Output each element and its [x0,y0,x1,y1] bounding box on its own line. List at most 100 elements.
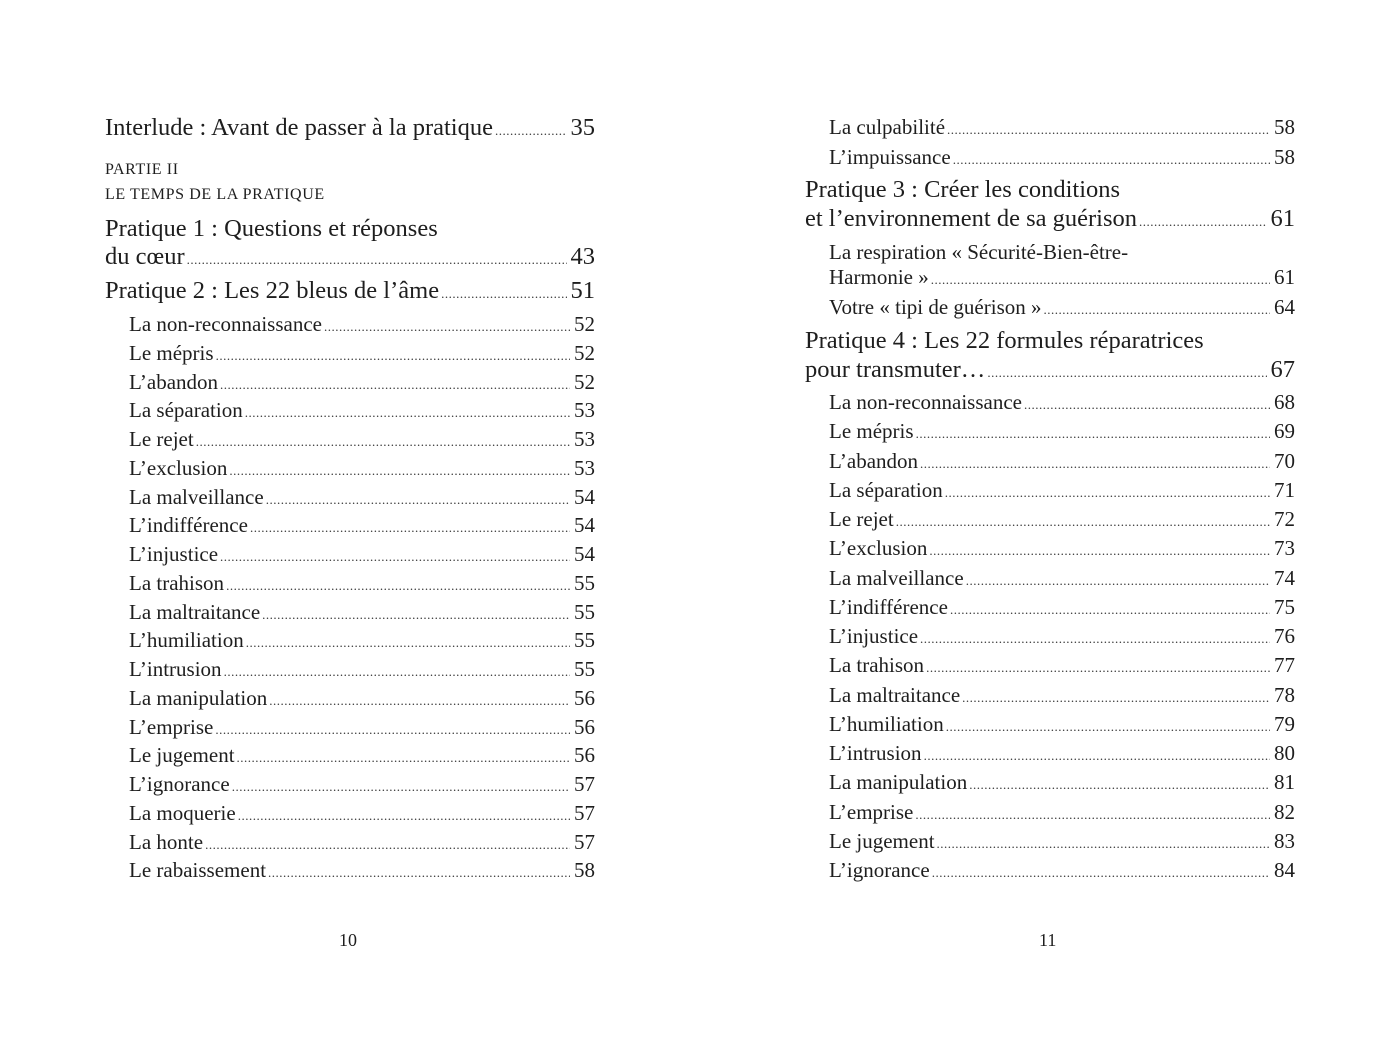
toc-page-number: 71 [1274,477,1295,502]
toc-entry-title: et l’environnement de sa guérison [805,205,1138,232]
toc-entry-title: La respiration « Sécurité-Bien-être- [829,240,1129,264]
toc-page-number: 56 [574,714,595,739]
toc-page-number: 72 [1274,507,1295,531]
toc-page-number: 83 [1274,828,1295,853]
toc-entry-title: La séparation [129,398,243,423]
toc-page-number: 54 [574,513,595,538]
toc-page-number: 58 [1274,115,1295,139]
toc-entry-title: L’exclusion [829,536,928,561]
toc-page-number: 69 [1274,419,1295,444]
toc-entry-title: Pratique 4 : Les 22 formules réparatrice… [805,327,1204,354]
toc-entry-title: L’abandon [829,448,919,473]
toc-entry: L’exclusion.............................… [805,534,1295,562]
dot-leader: ........................................… [215,721,570,737]
toc-page-number: 52 [574,340,595,365]
toc-entry: Le jugement.............................… [105,741,595,769]
toc-entry-title: La maltraitance [829,682,961,707]
toc-entry-title: du cœur [105,243,185,270]
toc-page-number: 67 [1270,356,1296,383]
toc-page-number: 53 [574,455,595,480]
toc-entry: et l’environnement de sa guérison.......… [805,204,1295,234]
toc-entry: La moquerie.............................… [105,799,595,827]
dot-leader: ........................................… [220,549,570,564]
toc-page-number: 84 [1274,858,1295,882]
toc-entry: La malveillance.........................… [805,564,1295,592]
toc-entry: Pratique 1 : Questions et réponses [105,214,595,244]
toc-page-number: 57 [574,800,595,825]
dot-leader: ........................................… [229,462,570,478]
toc-entry: L’injustice.............................… [105,540,595,568]
toc-entry-title: L’indifférence [829,594,948,619]
toc-page-number: 68 [1274,390,1295,414]
toc-entry: L’injustice.............................… [805,622,1295,650]
toc-entry-title: Pratique 2 : Les 22 bleus de l’âme [105,277,440,304]
dot-leader: ........................................… [244,405,570,421]
toc-entry-title: L’injustice [129,542,219,566]
toc-entry: L’impuissance...........................… [805,143,1295,171]
toc-entry: La séparation...........................… [805,476,1295,504]
dot-leader: ........................................… [324,319,570,334]
toc-entry-title: La honte [129,829,204,854]
toc-entry-title: Le rabaissement [129,858,267,883]
toc-entry: L’indifférence..........................… [805,593,1295,621]
toc-section-heading: LE TEMPS DE LA PRATIQUE [105,183,595,207]
toc-entry-title: Le jugement [129,743,235,768]
dot-leader: ........................................… [265,491,570,507]
toc-entry-title: L’emprise [129,714,214,739]
toc-entry-title: Interlude : Avant de passer à la pratiqu… [105,114,493,141]
toc-entry-title: La moquerie [129,800,236,825]
toc-page-left: 10 Interlude : Avant de passer à la prat… [105,0,595,1050]
dot-leader: ........................................… [923,748,1270,763]
toc-entry: Harmonie »..............................… [805,263,1295,291]
toc-entry-title: La malveillance [129,484,264,509]
toc-entry-title: La maltraitance [129,599,261,624]
toc-entry: La maltraitance.........................… [805,681,1295,709]
toc-entry: La trahison.............................… [105,569,595,597]
toc-entry-title: La culpabilité [829,115,946,139]
dot-leader: ........................................… [245,635,570,651]
toc-page-number: 57 [574,772,595,796]
toc-entry: L’humiliation...........................… [805,710,1295,738]
toc-page-number: 52 [574,369,595,394]
toc-entry: Pratique 3 : Créer les conditions [805,175,1295,205]
dot-leader: ........................................… [1024,397,1270,412]
toc-entry-title: L’injustice [829,624,919,648]
toc-page-number: 53 [574,427,595,451]
toc-entry-title: Pratique 3 : Créer les conditions [805,176,1121,203]
dot-leader: ........................................… [920,631,1270,646]
toc-entry-title: L’ignorance [129,772,230,796]
dot-leader: ........................................… [220,376,570,392]
dot-leader: ........................................… [1139,214,1267,229]
toc-entry-title: L’humiliation [829,711,944,736]
toc-entry: Pratique 2 : Les 22 bleus de l’âme......… [105,276,595,306]
toc-entry-title: L’impuissance [829,145,951,169]
toc-page-number: 57 [574,829,595,854]
toc-entry-title: La manipulation [829,770,968,795]
toc-page-number: 53 [574,398,595,423]
toc-entry: du cœur.................................… [105,242,595,272]
toc-entry: L’abandon...............................… [805,447,1295,475]
toc-entry: La non-reconnaissance...................… [105,310,595,338]
toc-page-number: 55 [574,599,595,624]
toc-entry: Le rabaissement.........................… [105,856,595,884]
dot-leader: ........................................… [226,577,570,593]
dot-leader: ........................................… [987,365,1267,380]
toc-entry-title: Harmonie » [829,265,929,289]
toc-page-number: 82 [1274,799,1295,824]
toc-section-heading: PARTIE II [105,158,595,182]
toc-page-number: 81 [1274,770,1295,795]
dot-leader: ........................................… [495,123,567,138]
toc-entry-title: La non-reconnaissance [129,312,322,336]
toc-entry: Le rejet................................… [105,425,595,453]
toc-entry-title: La manipulation [129,685,268,710]
dot-leader: ........................................… [947,122,1270,137]
toc-page-number: 56 [574,685,595,710]
dot-leader: ........................................… [949,601,1270,617]
toc-page-number: 54 [574,484,595,509]
toc-entry: La respiration « Sécurité-Bien-être- [805,238,1295,266]
toc-entry-title: L’humiliation [129,628,244,653]
toc-page-number: 70 [1274,448,1295,473]
toc-entry: Pratique 4 : Les 22 formules réparatrice… [805,326,1295,356]
dot-leader: ........................................… [929,543,1270,559]
toc-entry-title: L’abandon [129,369,219,394]
